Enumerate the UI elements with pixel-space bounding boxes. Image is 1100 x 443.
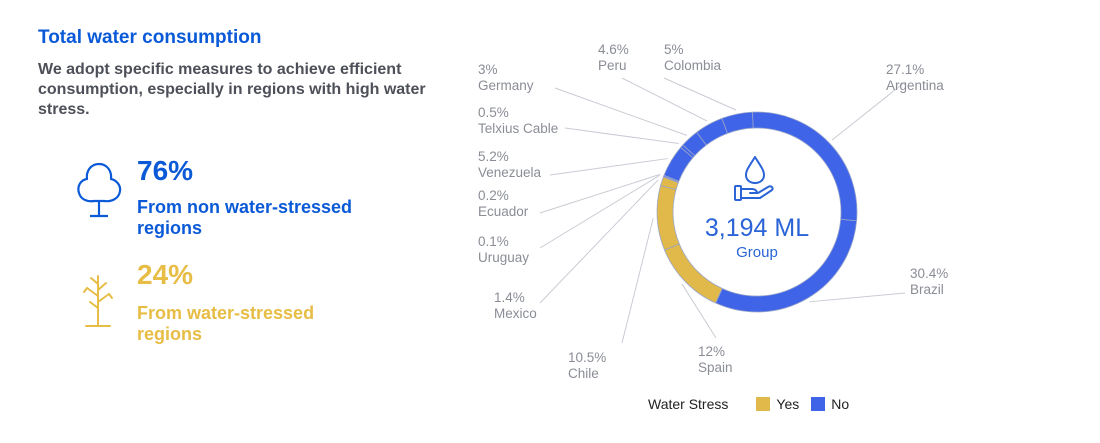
summary-panel: Total water consumption We adopt specifi… xyxy=(0,0,460,443)
slice-country-argentina: Argentina xyxy=(886,78,944,93)
stat-label-stressed: From water-stressed regions xyxy=(137,303,315,344)
slice-country-chile: Chile xyxy=(568,366,599,381)
slice-argentina xyxy=(752,111,858,222)
slice-country-colombia: Colombia xyxy=(664,58,722,73)
legend-item-no: No xyxy=(811,396,849,412)
slice-country-uruguay: Uruguay xyxy=(478,250,529,265)
chart-legend: Water Stress Yes No xyxy=(648,395,861,413)
slice-country-mexico: Mexico xyxy=(494,306,537,321)
stat-label-non-stressed: From non water-stressed regions xyxy=(137,197,353,238)
legend-item-yes: Yes xyxy=(756,396,799,412)
page-subtitle: We adopt specific measures to achieve ef… xyxy=(38,61,426,118)
leader-line-brazil xyxy=(809,292,906,303)
slice-colombia xyxy=(721,111,754,134)
leader-line-chile xyxy=(621,218,654,344)
stat-value-non-stressed: 76% xyxy=(137,155,194,186)
donut-slices xyxy=(656,111,858,313)
slice-country-brazil: Brazil xyxy=(910,282,944,297)
leader-line-telxius-cable xyxy=(564,127,679,145)
slice-percent-brazil: 30.4% xyxy=(910,266,948,281)
stat-value-stressed: 24% xyxy=(137,259,194,290)
center-label: Group xyxy=(736,244,778,261)
leader-line-uruguay xyxy=(539,174,660,249)
leader-line-venezuela xyxy=(549,158,668,176)
slice-chile xyxy=(656,184,680,251)
leader-line-spain xyxy=(681,283,717,339)
leader-line-argentina xyxy=(831,81,906,141)
slice-country-germany: Germany xyxy=(478,78,534,93)
slice-percent-uruguay: 0.1% xyxy=(478,234,509,249)
leader-line-germany xyxy=(554,87,687,136)
slice-country-telxius-cable: Telxius Cable xyxy=(478,121,558,136)
slice-percent-peru: 4.6% xyxy=(598,42,629,57)
slice-percent-spain: 12% xyxy=(698,344,725,359)
legend-swatch-yes xyxy=(756,397,771,411)
tree-icon xyxy=(77,162,122,218)
slice-labels: 30.4%Brazil 12%Spain 10.5%Chile 1.4%Mexico 0… xyxy=(478,42,948,381)
center-value: 3,194 ML xyxy=(705,214,809,242)
slice-spain xyxy=(663,243,723,304)
leader-line-colombia xyxy=(663,77,737,111)
leader-line-ecuador xyxy=(539,173,661,214)
slice-percent-germany: 3% xyxy=(478,62,498,77)
slice-percent-ecuador: 0.2% xyxy=(478,188,509,203)
legend-title: Water Stress xyxy=(648,396,729,412)
slice-percent-venezuela: 5.2% xyxy=(478,149,509,164)
slice-percent-mexico: 1.4% xyxy=(494,290,525,305)
slice-country-spain: Spain xyxy=(698,360,733,375)
slice-percent-argentina: 27.1% xyxy=(886,62,924,77)
slice-country-ecuador: Ecuador xyxy=(478,204,529,219)
legend-label-no: No xyxy=(831,396,850,412)
slice-country-venezuela: Venezuela xyxy=(478,165,542,180)
page-title: Total water consumption xyxy=(38,27,262,48)
leader-line-mexico xyxy=(539,179,659,304)
dry-tree-icon xyxy=(83,275,113,327)
slice-percent-chile: 10.5% xyxy=(568,350,606,365)
slice-percent-telxius-cable: 0.5% xyxy=(478,105,509,120)
slice-country-peru: Peru xyxy=(598,58,627,73)
legend-swatch-no xyxy=(811,397,826,411)
leader-line-peru xyxy=(621,77,708,122)
legend-label-yes: Yes xyxy=(776,396,800,412)
water-drop-hand-icon xyxy=(734,156,774,201)
slice-percent-colombia: 5% xyxy=(664,42,684,57)
leader-lines xyxy=(539,77,906,344)
